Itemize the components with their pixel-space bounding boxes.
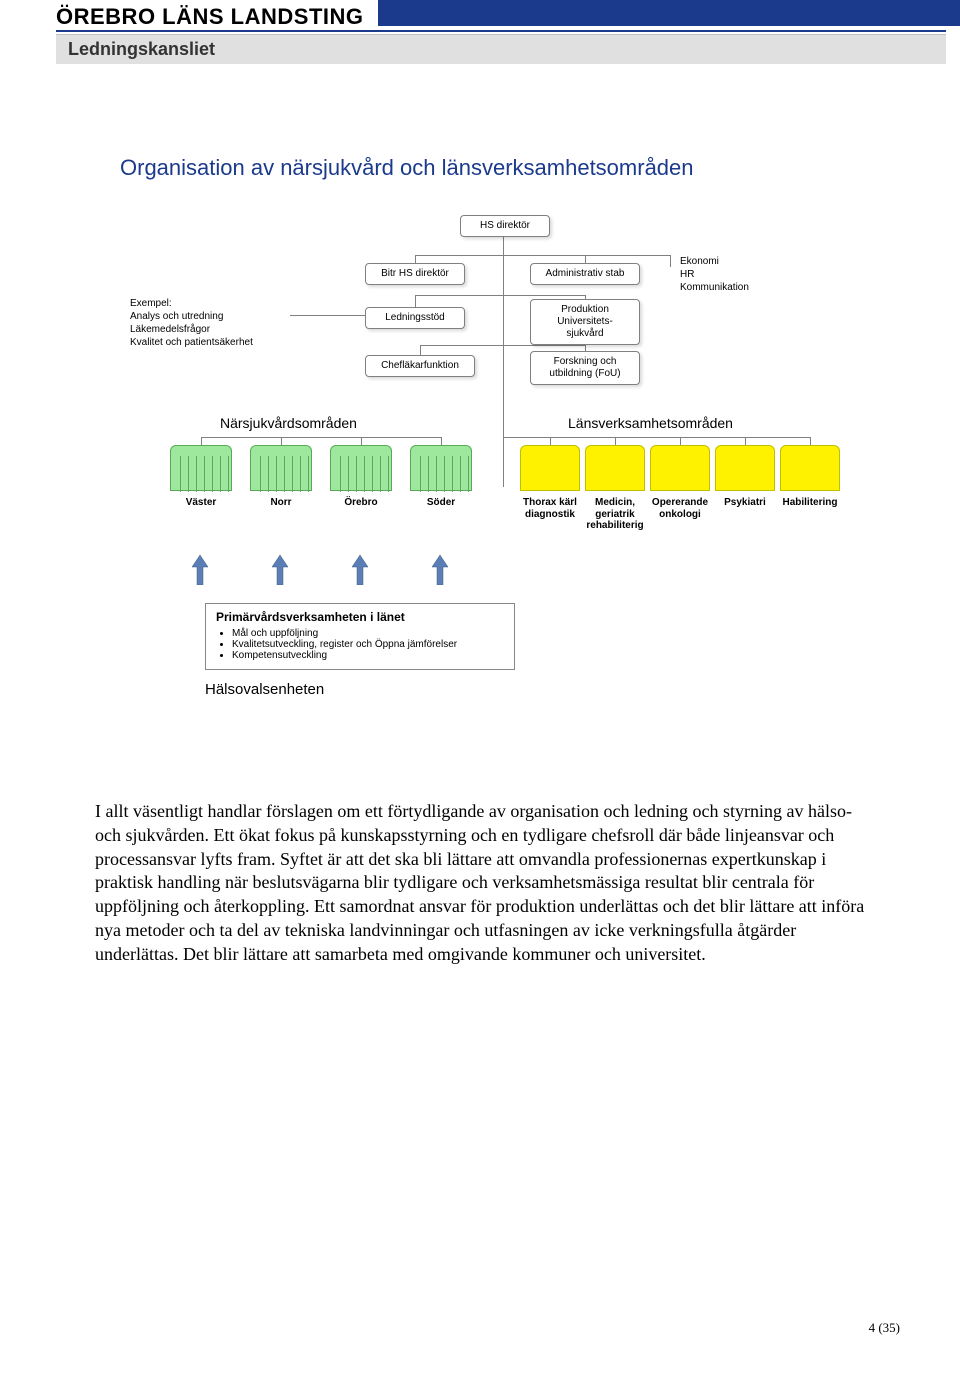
yellow-vconn (680, 437, 681, 445)
slide-title: Organisation av närsjukvård och länsverk… (120, 155, 870, 181)
node-example-list: Exempel: Analys och utredning Läkemedels… (130, 297, 253, 349)
yellow-label: Psykiatri (710, 497, 780, 509)
arrow-up-icon (272, 555, 288, 585)
ex-line: Analys och utredning (130, 310, 253, 323)
node-hs-direktor: HS direktör (460, 215, 550, 237)
arrow-up-icon (352, 555, 368, 585)
conn-h3 (420, 345, 585, 346)
yellow-block (715, 445, 775, 491)
green-block (330, 445, 392, 491)
header-dept: Ledningskansliet (68, 39, 934, 60)
yellow-block (650, 445, 710, 491)
yellow-block (780, 445, 840, 491)
yellow-block (520, 445, 580, 491)
eco-line: HR (680, 268, 749, 281)
node-admin-stab: Administrativ stab (530, 263, 640, 285)
green-vconn (281, 437, 282, 445)
header-separator (56, 30, 946, 32)
node-produktion: Produktion Universitets- sjukvård (530, 299, 640, 345)
yellow-vconn (745, 437, 746, 445)
primarvard-box: Primärvårdsverksamheten i länet Mål och … (205, 603, 515, 670)
ex-line: Exempel: (130, 297, 253, 310)
yellow-label: Habilitering (775, 497, 845, 509)
green-label: Väster (166, 497, 236, 509)
conn-h1 (415, 255, 585, 256)
arrow-up-icon (192, 555, 208, 585)
ex-line: Kvalitet och patientsäkerhet (130, 336, 253, 349)
eco-line: Kommunikation (680, 281, 749, 294)
conn-h-eco (585, 255, 671, 256)
yellow-vconn (810, 437, 811, 445)
green-block (170, 445, 232, 491)
arrow-up-icon (432, 555, 448, 585)
halsovalsenheten: Hälsovalsenheten (205, 681, 324, 698)
yellow-label: Opererande onkologi (645, 497, 715, 520)
paragraph-text: I allt väsentligt handlar förslagen om e… (95, 800, 865, 966)
pv-bullets: Mål och uppföljning Kvalitetsutveckling,… (232, 628, 504, 661)
node-cheflakar: Chefläkarfunktion (365, 355, 475, 377)
node-ledningsstod: Ledningsstöd (365, 307, 465, 329)
header-title-wrap: ÖREBRO LÄNS LANDSTING (56, 0, 378, 34)
conn-v-eco (670, 255, 671, 267)
conn-v1b (585, 255, 586, 263)
yellow-mainv (503, 407, 504, 437)
green-vconn (361, 437, 362, 445)
org-slide: Organisation av närsjukvård och länsverk… (90, 135, 870, 775)
green-vconn (441, 437, 442, 445)
green-label: Söder (406, 497, 476, 509)
header-sub-wrap: Ledningskansliet (56, 34, 946, 64)
conn-h2 (415, 295, 585, 296)
green-vconn (201, 437, 202, 445)
ex-line: Läkemedelsfrågor (130, 323, 253, 336)
pv-bullet: Kompetensutveckling (232, 650, 504, 661)
node-economy-list: Ekonomi HR Kommunikation (680, 255, 749, 294)
header-org-title: ÖREBRO LÄNS LANDSTING (56, 4, 364, 30)
blocks-row: Väster Norr Örebro Söder Thorax kärl diagno… (120, 445, 840, 555)
eco-line: Ekonomi (680, 255, 749, 268)
conn-v3a (420, 345, 421, 355)
green-label: Norr (246, 497, 316, 509)
yellow-vconn (550, 437, 551, 445)
green-block (250, 445, 312, 491)
node-bitr-hs: Bitr HS direktör (365, 263, 465, 285)
yellow-block (585, 445, 645, 491)
page-number: 4 (35) (869, 1320, 900, 1336)
conn-h-ex (290, 315, 365, 316)
pv-bullet: Mål och uppföljning (232, 628, 504, 639)
green-hline (201, 437, 441, 438)
yellow-vconn (615, 437, 616, 445)
green-label: Örebro (326, 497, 396, 509)
pv-title: Primärvårdsverksamheten i länet (216, 610, 504, 624)
page-header: ÖREBRO LÄNS LANDSTING Ledningskansliet (0, 0, 960, 26)
section-narsjukvard: Närsjukvårdsområden (220, 415, 357, 431)
green-block (410, 445, 472, 491)
body-paragraph: I allt väsentligt handlar förslagen om e… (95, 800, 865, 966)
yellow-label: Thorax kärl diagnostik (515, 497, 585, 520)
conn-v1a (415, 255, 416, 263)
conn-v2a (415, 295, 416, 307)
node-fou: Forskning och utbildning (FoU) (530, 351, 640, 385)
pv-bullet: Kvalitetsutveckling, register och Öppna … (232, 639, 504, 650)
section-lansverksamhet: Länsverksamhetsområden (568, 415, 733, 431)
yellow-label: Medicin, geriatrik rehabiliterig (580, 497, 650, 532)
